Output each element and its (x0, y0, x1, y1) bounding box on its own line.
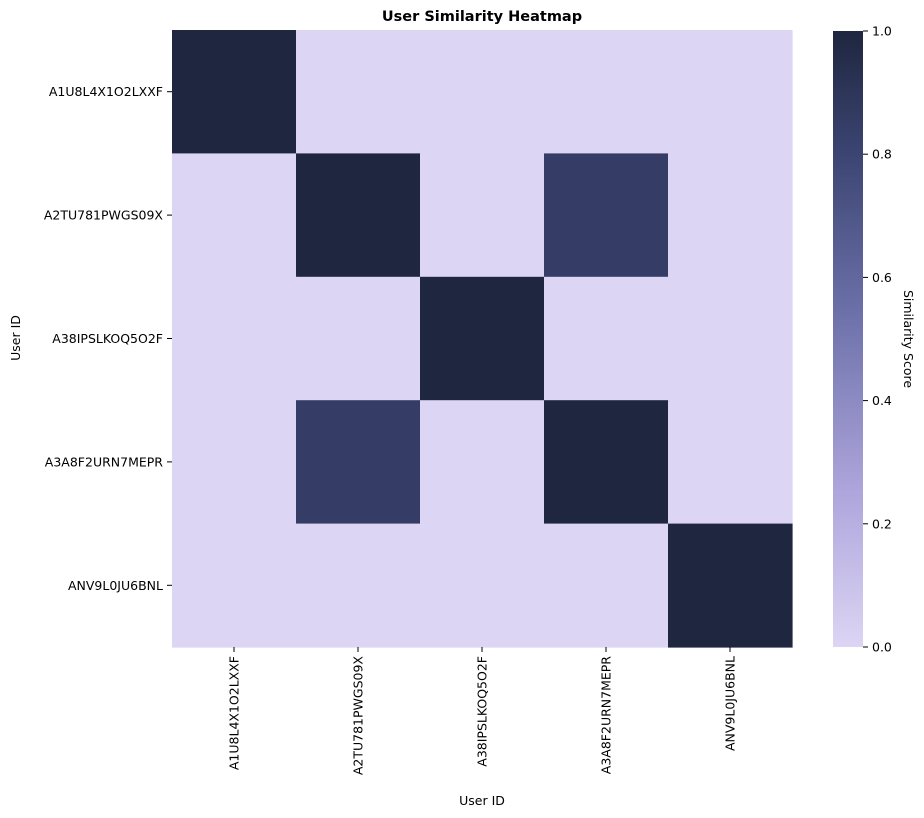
heatmap-cell (544, 153, 669, 278)
heatmap-cell (172, 30, 297, 154)
y-tick-labels: A1U8L4X1O2LXXF A2TU781PWGS09X A38IPSLKOQ5O… (44, 84, 172, 593)
y-axis-label: User ID (8, 315, 23, 361)
y-tick-label: ANV9L0JU6BNL (68, 578, 163, 593)
heatmap-cell (668, 30, 793, 154)
heatmap-cell (172, 523, 297, 648)
heatmap-cell (420, 276, 545, 401)
heatmap-cell (172, 276, 297, 401)
heatmap-cell (544, 30, 669, 154)
heatmap-cell (296, 276, 421, 401)
y-tick-label: A2TU781PWGS09X (44, 208, 164, 223)
heatmap-cell (668, 400, 793, 525)
x-tick-labels: A1U8L4X1O2LXXF A2TU781PWGS09X A38IPSLKOQ5O… (227, 647, 738, 775)
colorbar-tick-label: 1.0 (872, 24, 892, 39)
heatmap-cell (172, 153, 297, 278)
x-tick-label: ANV9L0JU6BNL (723, 656, 738, 751)
x-tick-label: A2TU781PWGS09X (351, 656, 366, 776)
heatmap-cell (172, 400, 297, 525)
x-tick-label: A3A8F2URN7MEPR (599, 656, 614, 775)
colorbar-tick-label: 0.2 (872, 516, 892, 531)
y-tick-label: A38IPSLKOQ5O2F (52, 331, 163, 346)
heatmap-cell (420, 400, 545, 525)
heatmap-cells (172, 30, 793, 648)
heatmap-cell (296, 153, 421, 278)
colorbar-ticks: 0.0 0.2 0.4 0.6 0.8 1.0 (863, 24, 892, 655)
colorbar (833, 31, 863, 647)
colorbar-tick-label: 0.0 (872, 640, 892, 655)
heatmap-cell (420, 153, 545, 278)
y-tick-label: A1U8L4X1O2LXXF (49, 84, 163, 99)
heatmap-cell (544, 276, 669, 401)
heatmap-cell (668, 523, 793, 648)
heatmap-cell (668, 276, 793, 401)
colorbar-tick-label: 0.8 (872, 147, 892, 162)
heatmap-cell (668, 153, 793, 278)
heatmap-cell (296, 523, 421, 648)
heatmap-cell (544, 523, 669, 648)
colorbar-label: Similarity Score (901, 290, 916, 388)
heatmap-cell (420, 523, 545, 648)
colorbar-tick-label: 0.6 (872, 270, 892, 285)
y-tick-label: A3A8F2URN7MEPR (45, 454, 164, 469)
heatmap-cell (296, 400, 421, 525)
x-tick-label: A38IPSLKOQ5O2F (475, 656, 490, 767)
x-tick-label: A1U8L4X1O2LXXF (227, 656, 242, 770)
colorbar-tick-label: 0.4 (872, 393, 892, 408)
x-axis-label: User ID (459, 793, 505, 808)
heatmap-cell (420, 30, 545, 154)
heatmap-cell (544, 400, 669, 525)
chart-title: User Similarity Heatmap (382, 9, 582, 25)
heatmap-cell (296, 30, 421, 154)
